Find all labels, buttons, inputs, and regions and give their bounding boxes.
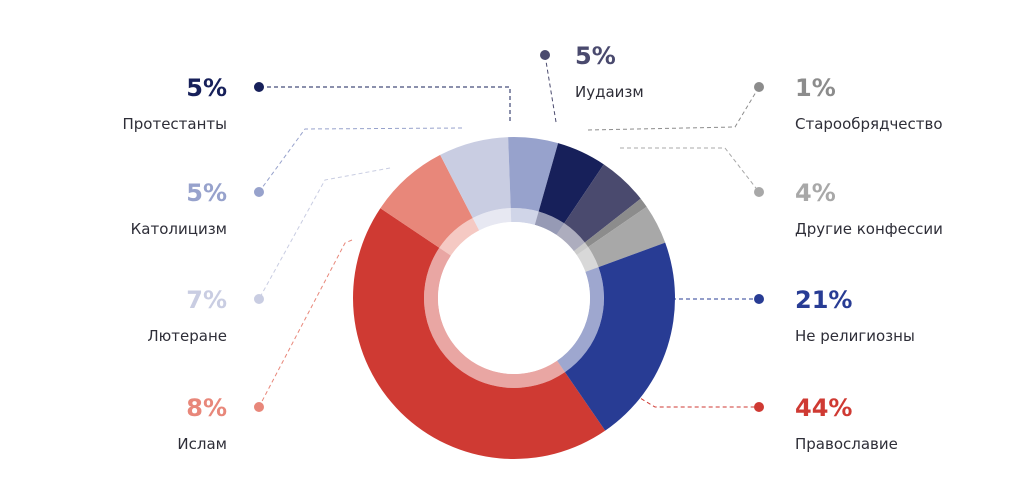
slice-8-inner-band (557, 267, 604, 373)
slice-6-marker-dot (754, 82, 764, 92)
donut-inner-ring (424, 207, 604, 388)
slice-7 (588, 206, 666, 268)
slice-6-percent-label: 1% (795, 74, 836, 102)
slice-1-percent-label: 8% (186, 394, 227, 422)
slice-2-marker-dot (254, 294, 264, 304)
slice-1-name-label: Ислам (177, 435, 227, 453)
slice-7-percent-label: 4% (795, 179, 836, 207)
slice-0 (352, 208, 606, 460)
slice-1 (380, 154, 473, 248)
slice-6-leader-line (587, 86, 760, 131)
slice-4-marker-dot (254, 82, 264, 92)
slice-4 (538, 143, 604, 224)
slice-2-percent-label: 7% (186, 286, 227, 314)
slice-7-marker-dot (754, 187, 764, 197)
slice-6-inner-band (573, 242, 589, 255)
slice-2-inner-band (472, 208, 512, 231)
slice-2 (440, 137, 511, 219)
slice-5 (564, 164, 641, 243)
slice-0-name-label: Православие (795, 435, 898, 453)
slice-5-marker-dot (540, 50, 550, 60)
slice-0-marker-dot (754, 402, 764, 412)
donut-slices (352, 137, 675, 460)
slice-6-name-label: Старообрядчество (795, 115, 943, 133)
slice-6 (584, 198, 647, 248)
slice-1-marker-dot (254, 402, 264, 412)
slice-5-percent-label: 5% (575, 42, 616, 70)
leader-lines (258, 54, 760, 408)
slice-0-leader-line (634, 394, 759, 408)
slice-7-leader-line (620, 147, 760, 193)
slice-7-inner-band (576, 247, 599, 272)
slice-5-leader-line (544, 54, 557, 123)
slice-7-name-label: Другие конфессии (795, 220, 943, 238)
slice-1-leader-line (258, 239, 353, 408)
slice-labels: 44% Православие 8% Ислам 7% Лютеране 5% Католиц… (122, 42, 942, 453)
slice-4-percent-label: 5% (186, 74, 227, 102)
slice-3 (508, 137, 559, 212)
slice-3-name-label: Католицизм (131, 220, 227, 238)
slice-0-inner-band (424, 247, 565, 388)
slice-1-inner-band (439, 218, 480, 256)
slice-0-percent-label: 44% (795, 394, 852, 422)
slice-2-leader-line (258, 167, 391, 300)
slice-8-name-label: Не религиозны (795, 327, 915, 345)
donut-hole (438, 222, 590, 374)
slice-8-marker-dot (754, 294, 764, 304)
slice-3-marker-dot (254, 187, 264, 197)
slice-3-leader-line (258, 127, 463, 193)
slice-3-percent-label: 5% (186, 179, 227, 207)
slice-4-inner-band (534, 211, 565, 235)
slice-4-leader-line (259, 86, 511, 121)
slice-5-inner-band (556, 223, 585, 252)
slice-5-name-label: Иудаизм (575, 83, 644, 101)
slice-4-name-label: Протестанты (122, 115, 227, 133)
slice-8 (564, 242, 675, 431)
slice-8-percent-label: 21% (795, 286, 852, 314)
slice-3-inner-band (510, 207, 539, 225)
slice-2-name-label: Лютеране (147, 327, 227, 345)
